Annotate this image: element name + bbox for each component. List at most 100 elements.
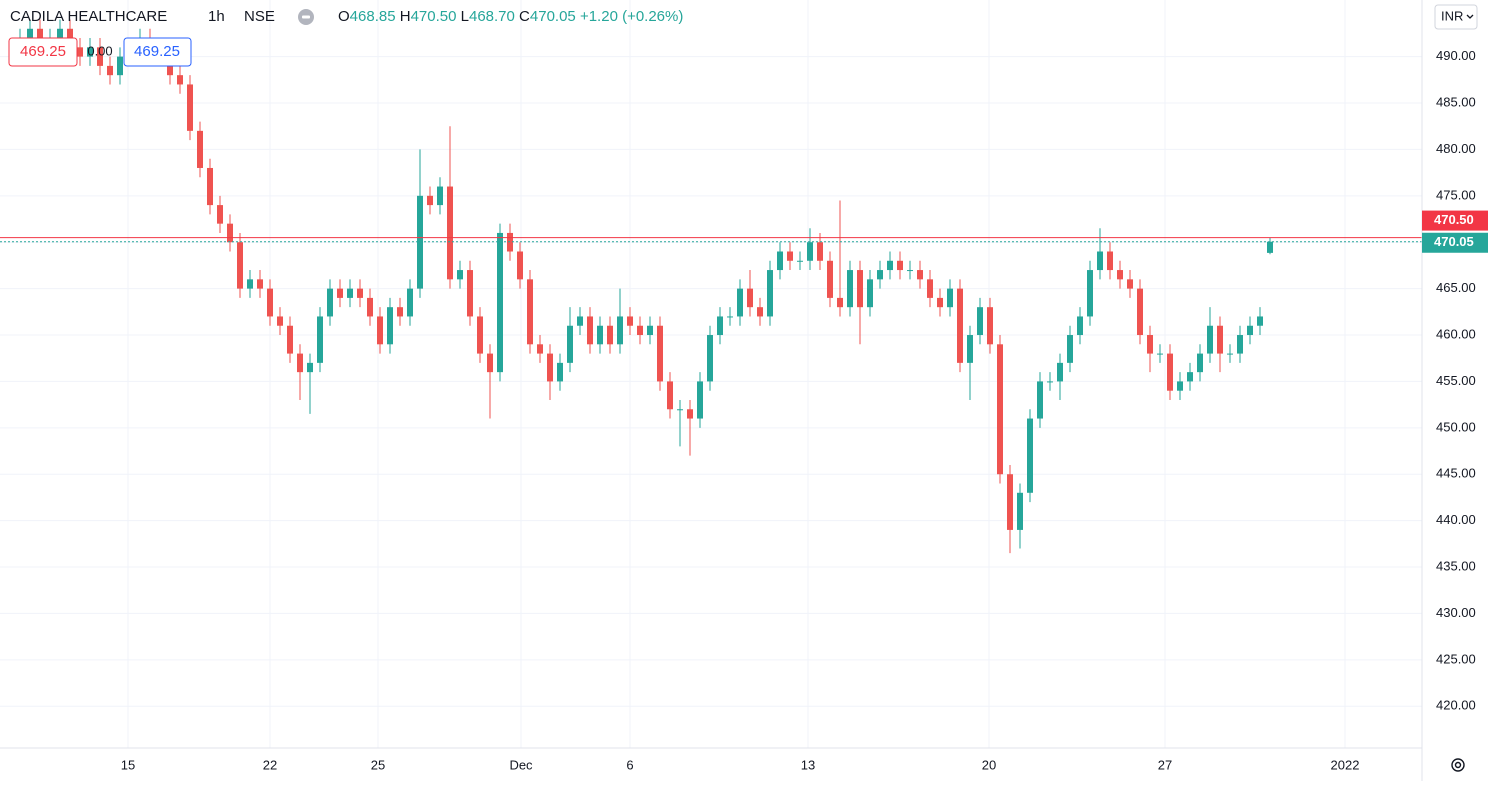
candle-body: [1037, 381, 1043, 419]
candle-body: [107, 65, 113, 76]
price-tag: [1422, 210, 1488, 231]
candle-body: [477, 316, 483, 354]
candle-body: [977, 307, 983, 336]
candle-body: [707, 335, 713, 382]
candle-body: [877, 270, 883, 280]
candle-body: [1167, 353, 1173, 391]
ohlc-label: H: [400, 8, 411, 25]
candle-body: [57, 28, 63, 39]
y-tick-label: 450.00: [1436, 419, 1476, 434]
currency-select[interactable]: [1434, 4, 1478, 30]
candle-body: [1087, 270, 1093, 317]
candle-body: [337, 288, 343, 298]
candle-body: [377, 316, 383, 345]
ohlc-value: 470.05: [530, 8, 576, 25]
candle-body: [607, 325, 613, 345]
buy-price[interactable]: 469.25: [134, 43, 180, 60]
candle-body: [1197, 353, 1203, 373]
candle-body: [367, 297, 373, 317]
candle-body: [567, 325, 573, 363]
candle-body: [1207, 325, 1213, 354]
y-tick-label: 465.00: [1436, 280, 1476, 295]
dropdown-arrow: [1466, 14, 1474, 19]
candle-body: [1157, 353, 1163, 355]
candle-body: [1147, 335, 1153, 354]
candle-body: [537, 344, 543, 354]
candle-body: [1267, 241, 1273, 253]
currency[interactable]: INR: [1441, 8, 1463, 23]
candle-body: [257, 279, 263, 289]
x-tick-label: 22: [263, 757, 277, 772]
candle-body: [547, 353, 553, 382]
candle-body: [217, 205, 223, 224]
symbol: CADILA HEALTHCARE: [10, 8, 167, 25]
candle-body: [1067, 335, 1073, 363]
candle-body: [597, 325, 603, 345]
candle-body: [497, 232, 503, 373]
spread: 0.00: [87, 43, 112, 58]
candle-body: [1257, 316, 1263, 326]
candle-body: [677, 409, 683, 411]
candle-body: [837, 297, 843, 308]
y-tick-label: 485.00: [1436, 94, 1476, 109]
candle-body: [927, 279, 933, 298]
candle-body: [87, 47, 93, 57]
candle-body: [937, 297, 943, 308]
candle-body: [917, 270, 923, 280]
candle-body: [237, 242, 243, 289]
x-tick-label: Dec: [509, 757, 533, 772]
candle-body: [757, 307, 763, 317]
candle-body: [27, 28, 33, 39]
y-tick-label: 455.00: [1436, 373, 1476, 388]
candle-body: [557, 362, 563, 382]
candle-body: [207, 167, 213, 206]
ohlc-label: L: [461, 8, 469, 25]
candle-body: [777, 251, 783, 271]
candle-body: [1217, 325, 1223, 354]
price-tag: [1422, 232, 1488, 253]
candle-body: [1247, 325, 1253, 336]
candle-body: [427, 195, 433, 206]
candle-body: [1237, 335, 1243, 354]
candle-body: [1127, 279, 1133, 289]
settings-icon[interactable]: [1451, 758, 1465, 772]
candle-body: [1187, 372, 1193, 382]
candle-body: [1177, 381, 1183, 391]
candle-body: [737, 288, 743, 317]
status-icon-bar: [302, 15, 310, 19]
x-tick-label: 20: [982, 757, 996, 772]
candle-body: [897, 260, 903, 271]
candle-body: [1007, 474, 1013, 530]
candle-body: [657, 325, 663, 382]
exchange: NSE: [244, 8, 275, 25]
candle-body: [457, 270, 463, 280]
candle-body: [817, 242, 823, 261]
ohlc: O468.85 H470.50 L468.70 C470.05 +1.20 (+…: [338, 8, 683, 25]
sell-button[interactable]: [8, 37, 78, 67]
x-tick-label: 6: [626, 757, 633, 772]
candle-body: [767, 270, 773, 317]
y-tick-label: 435.00: [1436, 558, 1476, 573]
candle-body: [1137, 288, 1143, 336]
candle-body: [1227, 353, 1233, 355]
interval[interactable]: 1h: [208, 8, 225, 25]
plot-area: [0, 0, 1422, 748]
candle-body: [987, 307, 993, 345]
y-tick-label: 460.00: [1436, 326, 1476, 341]
candle-body: [697, 381, 703, 419]
candle-body: [487, 353, 493, 373]
buy-button[interactable]: [123, 37, 192, 67]
candle-body: [177, 75, 183, 85]
candle-body: [827, 260, 833, 298]
candle-body: [1107, 251, 1113, 271]
candle-body: [437, 186, 443, 206]
candle-body: [687, 409, 693, 419]
candle-body: [867, 279, 873, 308]
candle-body: [967, 335, 973, 363]
candle-body: [227, 223, 233, 243]
candle-body: [287, 325, 293, 354]
candle-body: [387, 307, 393, 345]
sell-price[interactable]: 469.25: [20, 43, 66, 60]
candle-body: [1077, 316, 1083, 336]
